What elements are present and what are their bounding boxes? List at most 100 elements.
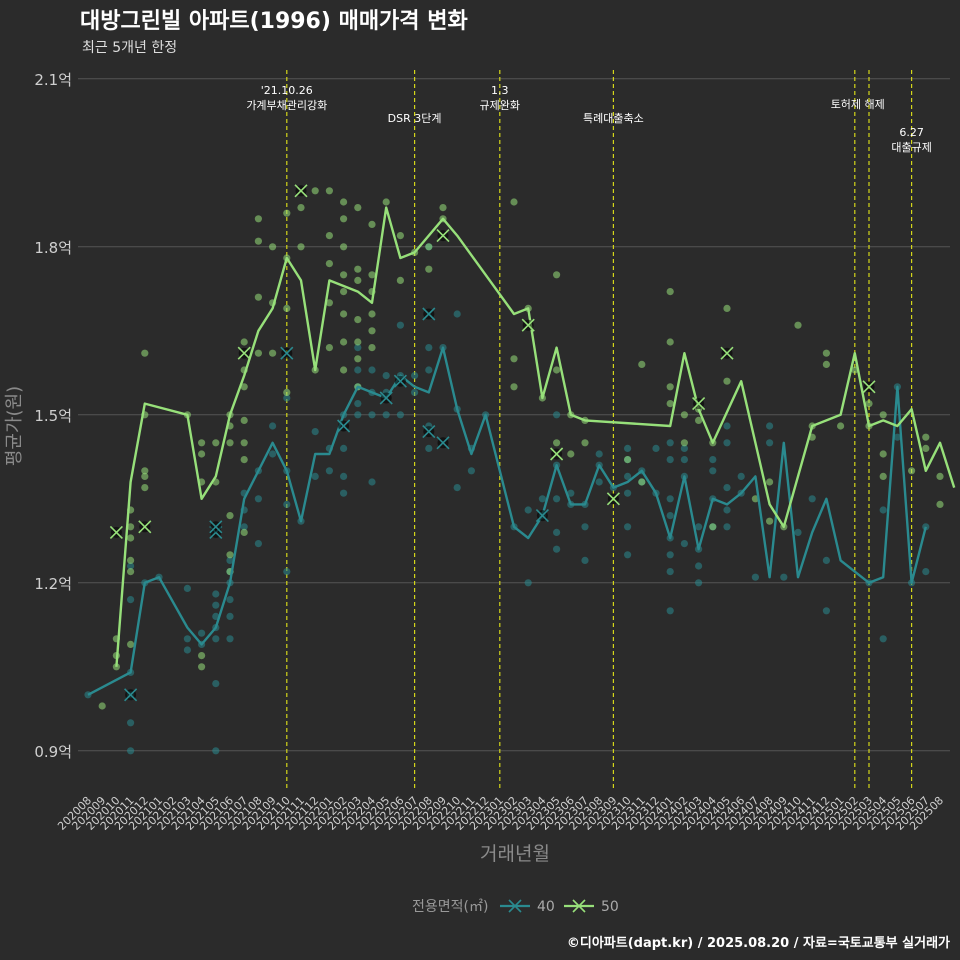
legend-x-icon bbox=[572, 899, 586, 913]
data-point bbox=[524, 579, 532, 587]
x-mark bbox=[393, 374, 407, 388]
x-mark bbox=[436, 436, 450, 450]
data-point bbox=[766, 422, 774, 430]
data-point bbox=[283, 500, 291, 508]
data-point bbox=[822, 349, 831, 357]
data-point bbox=[666, 495, 674, 503]
y-tick-label: 0.9억 bbox=[34, 743, 72, 761]
y-tick-label: 1.2억 bbox=[34, 575, 72, 593]
data-point bbox=[695, 523, 703, 531]
data-point bbox=[183, 635, 191, 643]
data-point bbox=[709, 456, 717, 464]
data-point bbox=[879, 635, 887, 643]
data-point bbox=[340, 198, 348, 206]
data-point bbox=[396, 232, 404, 240]
data-point bbox=[226, 596, 234, 604]
data-point bbox=[198, 439, 206, 447]
data-point bbox=[695, 562, 703, 570]
y-tick-label: 1.5억 bbox=[34, 407, 72, 425]
data-point bbox=[354, 316, 362, 324]
data-point bbox=[666, 607, 674, 615]
data-point bbox=[411, 388, 419, 396]
data-point bbox=[226, 551, 234, 559]
data-point bbox=[183, 584, 191, 593]
data-point bbox=[127, 523, 135, 531]
x-mark bbox=[209, 520, 223, 534]
data-point bbox=[922, 433, 930, 441]
data-point bbox=[254, 215, 262, 223]
data-point bbox=[240, 439, 248, 447]
data-point bbox=[808, 495, 816, 503]
y-axis: 0.9억 1.2억 1.5억 1.8억 2.1억 bbox=[34, 71, 72, 761]
data-point bbox=[340, 489, 348, 497]
data-point bbox=[936, 472, 944, 480]
data-point bbox=[624, 456, 632, 464]
data-point bbox=[794, 321, 802, 329]
data-point bbox=[879, 411, 887, 419]
data-point bbox=[396, 411, 404, 419]
data-point bbox=[595, 478, 603, 486]
data-point bbox=[240, 528, 248, 537]
data-point bbox=[368, 220, 376, 228]
data-point bbox=[141, 484, 149, 492]
data-point bbox=[127, 534, 135, 542]
data-point bbox=[680, 456, 689, 464]
data-point bbox=[340, 243, 348, 251]
data-point bbox=[212, 590, 220, 598]
data-point bbox=[411, 372, 419, 380]
event-label: 토허제 해제 bbox=[831, 97, 885, 111]
data-point bbox=[141, 467, 149, 475]
data-point bbox=[666, 439, 674, 447]
data-point bbox=[893, 433, 902, 441]
data-point bbox=[425, 265, 433, 273]
grid-lines bbox=[78, 78, 950, 752]
data-point bbox=[368, 344, 376, 352]
data-point bbox=[453, 484, 461, 492]
data-point bbox=[524, 506, 532, 514]
x-marks bbox=[109, 184, 876, 702]
y-axis-label: 평균가(원) bbox=[4, 386, 25, 466]
data-point bbox=[666, 383, 674, 391]
data-point bbox=[510, 198, 518, 206]
data-point bbox=[723, 422, 731, 430]
data-point bbox=[368, 271, 376, 279]
legend-entry-40: 40 bbox=[537, 899, 555, 915]
data-point bbox=[638, 360, 646, 368]
data-point bbox=[340, 288, 348, 296]
data-point bbox=[567, 489, 575, 497]
data-point bbox=[198, 663, 206, 671]
data-point bbox=[183, 646, 191, 654]
data-point bbox=[354, 400, 362, 408]
data-point bbox=[396, 321, 404, 329]
data-point bbox=[624, 551, 632, 559]
data-point bbox=[212, 439, 220, 447]
data-point bbox=[240, 338, 248, 346]
data-point bbox=[822, 360, 831, 368]
data-points bbox=[84, 187, 944, 755]
data-point bbox=[695, 416, 703, 424]
legend-entry-50: 50 bbox=[601, 899, 619, 915]
data-point bbox=[879, 450, 887, 458]
data-point bbox=[680, 444, 689, 452]
data-point bbox=[567, 450, 575, 458]
data-point bbox=[112, 663, 120, 671]
data-point bbox=[553, 495, 561, 503]
data-point bbox=[510, 383, 518, 391]
data-point bbox=[780, 573, 788, 581]
data-point bbox=[553, 271, 561, 279]
x-mark bbox=[535, 509, 549, 523]
data-point bbox=[141, 349, 149, 357]
data-point bbox=[269, 450, 277, 458]
data-point bbox=[723, 523, 731, 531]
legend-title: 전용면적(㎡) bbox=[412, 899, 488, 915]
data-point bbox=[127, 640, 135, 649]
event-label: 특례대출축소 bbox=[583, 112, 644, 125]
data-point bbox=[652, 444, 660, 452]
data-point bbox=[269, 349, 277, 357]
data-point bbox=[354, 338, 362, 346]
data-point bbox=[325, 232, 333, 240]
data-point bbox=[922, 444, 930, 452]
x-mark bbox=[124, 688, 138, 702]
data-point bbox=[240, 456, 248, 464]
x-mark bbox=[720, 346, 734, 360]
